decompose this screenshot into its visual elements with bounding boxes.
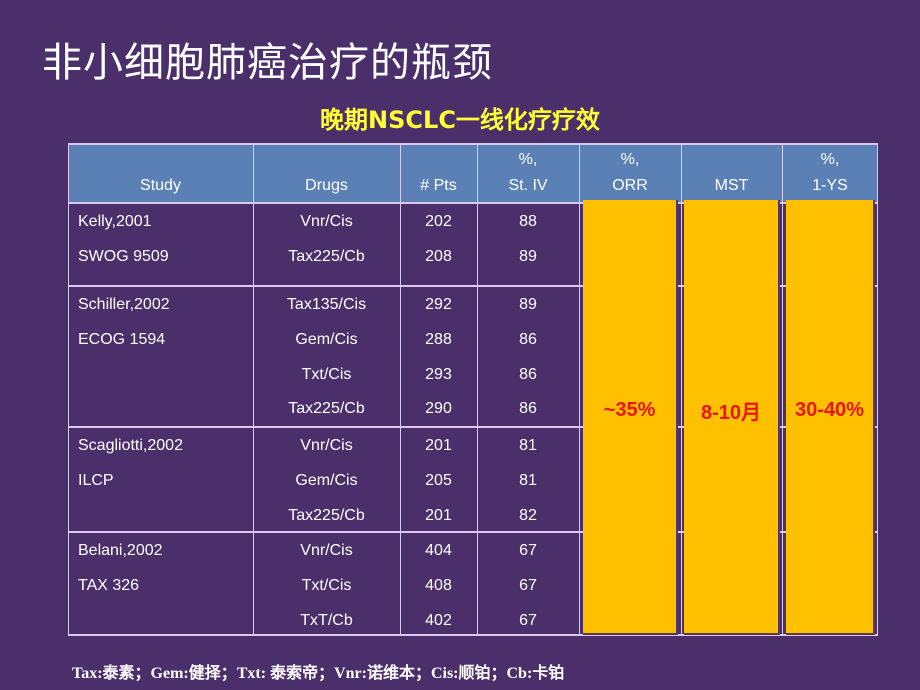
grid-line xyxy=(400,143,401,636)
header-study: Study xyxy=(68,143,253,202)
drugs-cell: Tax225/Cb xyxy=(288,507,365,524)
stage-iv-cell: 67 xyxy=(519,577,537,594)
stage-iv-cell: 88 xyxy=(519,213,537,230)
orr-highlight-box: ~35% xyxy=(583,200,678,635)
pts-cell: 202 xyxy=(425,213,452,230)
stage-iv-cell: 89 xyxy=(519,248,537,265)
drugs-cell: Vnr/Cis xyxy=(300,213,353,230)
study-trial: ILCP xyxy=(78,472,114,489)
grid-line xyxy=(877,143,878,636)
survival-summary-value: 30-40% xyxy=(795,399,864,421)
grid-line xyxy=(68,143,878,145)
grid-line xyxy=(782,143,783,636)
header-pts: # Pts xyxy=(400,143,477,202)
stage-iv-cell: 82 xyxy=(519,507,537,524)
results-table: Study Drugs # Pts %, St. IV %, ORR MST %… xyxy=(68,143,878,636)
orr-summary-value: ~35% xyxy=(603,399,656,421)
drugs-cell: Txt/Cis xyxy=(301,577,352,594)
study-trial: SWOG 9509 xyxy=(78,248,169,265)
stage-iv-cell: 86 xyxy=(519,400,537,417)
header-line2: 1-YS xyxy=(812,177,848,194)
header-line2: ORR xyxy=(612,177,648,194)
pts-cell: 402 xyxy=(425,612,452,629)
header-orr: %, ORR xyxy=(579,143,681,202)
study-name: Scagliotti,2002 xyxy=(78,437,183,454)
study-name: Kelly,2001 xyxy=(78,213,152,230)
stage-iv-cell: 89 xyxy=(519,296,537,313)
stage-iv-cell: 81 xyxy=(519,472,537,489)
grid-line xyxy=(68,285,878,287)
study-name: Schiller,2002 xyxy=(78,296,170,313)
table-header xyxy=(68,143,878,202)
drugs-cell: Tax225/Cb xyxy=(288,400,365,417)
pts-cell: 293 xyxy=(425,366,452,383)
header-line2: Study xyxy=(140,177,181,194)
drugs-cell: Gem/Cis xyxy=(295,331,358,348)
drugs-cell: Tax135/Cis xyxy=(286,296,367,313)
mst-highlight-box: 8-10月 xyxy=(684,200,780,635)
header-line1: %, xyxy=(620,151,640,168)
study-name: Belani,2002 xyxy=(78,542,163,559)
grid-line xyxy=(253,143,254,636)
grid-line xyxy=(681,143,682,636)
header-1ys: %, 1-YS xyxy=(782,143,878,202)
drugs-cell: Gem/Cis xyxy=(295,472,358,489)
study-trial: TAX 326 xyxy=(78,577,140,594)
abbreviation-footnote: Tax:泰素；Gem:健择；Txt: 泰索帝；Vnr:诺维本；Cis:顺铂；Cb… xyxy=(72,665,565,682)
header-line2: # Pts xyxy=(420,177,457,194)
grid-line xyxy=(68,202,878,204)
pts-cell: 201 xyxy=(425,507,452,524)
header-stage-iv: %, St. IV xyxy=(477,143,579,202)
header-line2: MST xyxy=(714,177,749,194)
stage-iv-cell: 86 xyxy=(519,366,537,383)
drugs-cell: Tax225/Cb xyxy=(288,248,365,265)
header-line1: %, xyxy=(820,151,840,168)
grid-line xyxy=(579,143,580,636)
stage-iv-cell: 67 xyxy=(519,542,537,559)
pts-cell: 408 xyxy=(425,577,452,594)
grid-line xyxy=(68,426,878,428)
slide-subtitle: 晚期NSCLC一线化疗疗效 xyxy=(320,106,600,134)
drugs-cell: TxT/Cb xyxy=(300,612,353,629)
header-line2: Drugs xyxy=(305,177,348,194)
pts-cell: 404 xyxy=(425,542,452,559)
grid-line xyxy=(68,143,69,636)
pts-cell: 290 xyxy=(425,400,452,417)
pts-cell: 288 xyxy=(425,331,452,348)
stage-iv-cell: 86 xyxy=(519,331,537,348)
pts-cell: 205 xyxy=(425,472,452,489)
header-line2: St. IV xyxy=(508,177,548,194)
grid-line xyxy=(68,531,878,533)
drugs-cell: Vnr/Cis xyxy=(300,542,353,559)
survival-highlight-box: 30-40% xyxy=(786,200,875,635)
slide-title: 非小细胞肺癌治疗的瓶颈 xyxy=(42,40,493,86)
header-line1: %, xyxy=(518,151,538,168)
drugs-cell: Txt/Cis xyxy=(301,366,352,383)
stage-iv-cell: 81 xyxy=(519,437,537,454)
study-trial: ECOG 1594 xyxy=(78,331,166,348)
pts-cell: 292 xyxy=(425,296,452,313)
mst-summary-value: 8-10月 xyxy=(700,402,762,424)
header-mst: MST xyxy=(681,143,782,202)
grid-line xyxy=(68,634,878,636)
drugs-cell: Vnr/Cis xyxy=(300,437,353,454)
pts-cell: 208 xyxy=(425,248,452,265)
grid-line xyxy=(477,143,478,636)
header-drugs: Drugs xyxy=(253,143,400,202)
pts-cell: 201 xyxy=(425,437,452,454)
stage-iv-cell: 67 xyxy=(519,612,537,629)
